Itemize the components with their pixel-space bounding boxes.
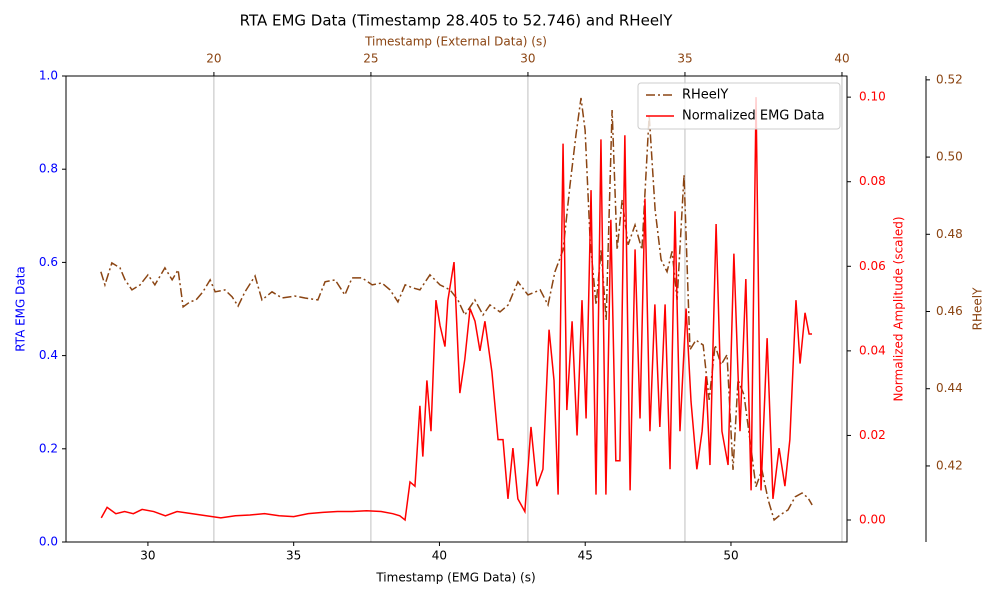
legend: RHeelY Normalized EMG Data <box>637 82 841 130</box>
x2-axis-label: Timestamp (External Data) (s) <box>364 35 547 49</box>
y-tick-label: 0.8 <box>39 162 58 176</box>
y3-tick-label: 0.52 <box>936 72 963 86</box>
plot-frame <box>65 75 848 543</box>
x-axis-label: Timestamp (EMG Data) (s) <box>375 571 535 585</box>
y3-axis-label: RHeelY <box>971 287 985 330</box>
y2-tick-label: 0.02 <box>859 428 886 442</box>
y3-tick-label: 0.42 <box>936 458 963 472</box>
x2-tick-label: 30 <box>520 52 535 66</box>
y-tick-label: 0.4 <box>39 348 58 362</box>
legend-label: Normalized EMG Data <box>682 109 825 124</box>
x2-tick-label: 40 <box>834 52 849 66</box>
y2-tick-label: 0.04 <box>859 343 886 357</box>
series-line <box>100 97 813 522</box>
y2-tick-label: 0.00 <box>859 513 886 527</box>
y2-tick-label: 0.08 <box>859 174 886 188</box>
x2-tick-label: 35 <box>677 52 692 66</box>
x-tick-label: 50 <box>723 549 738 563</box>
y3-tick-label: 0.44 <box>936 381 963 395</box>
y2-tick-label: 0.06 <box>859 259 886 273</box>
y-tick-label: 0.0 <box>39 535 58 549</box>
y-axis-label: RTA EMG Data <box>14 266 28 352</box>
x-tick-label: 45 <box>578 549 593 563</box>
y3-tick-label: 0.50 <box>936 150 963 164</box>
x-tick-label: 40 <box>432 549 447 563</box>
legend-label: RHeelY <box>682 88 728 103</box>
x-tick-label: 30 <box>140 549 155 563</box>
y-tick-label: 1.0 <box>39 69 58 83</box>
series-line <box>100 97 813 522</box>
y2-tick-label: 0.10 <box>859 90 886 104</box>
legend-box <box>637 82 841 130</box>
y-tick-label: 0.2 <box>39 441 58 455</box>
x2-tick-label: 25 <box>363 52 378 66</box>
x-tick-label: 35 <box>286 549 301 563</box>
y3-tick-label: 0.48 <box>936 227 963 241</box>
chart-title: RTA EMG Data (Timestamp 28.405 to 52.746… <box>240 12 674 30</box>
x2-tick-label: 20 <box>206 52 221 66</box>
y3-tick-label: 0.46 <box>936 304 963 318</box>
y2-axis-label: Normalized Amplitude (scaled) <box>892 216 906 401</box>
y-tick-label: 0.6 <box>39 255 58 269</box>
